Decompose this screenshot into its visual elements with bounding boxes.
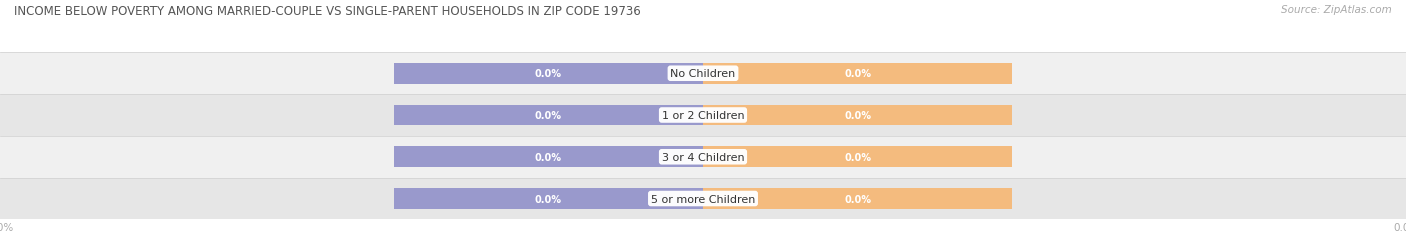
Text: 0.0%: 0.0%	[534, 194, 562, 204]
Bar	[394, 188, 703, 209]
Bar	[0, 178, 1406, 219]
Bar	[0, 136, 1406, 178]
Bar	[703, 64, 1012, 84]
Text: INCOME BELOW POVERTY AMONG MARRIED-COUPLE VS SINGLE-PARENT HOUSEHOLDS IN ZIP COD: INCOME BELOW POVERTY AMONG MARRIED-COUPL…	[14, 5, 641, 18]
Bar	[703, 188, 1012, 209]
Text: 0.0%: 0.0%	[534, 152, 562, 162]
Bar	[703, 147, 1012, 167]
Bar	[394, 105, 703, 126]
Text: 0.0%: 0.0%	[844, 194, 872, 204]
Text: 5 or more Children: 5 or more Children	[651, 194, 755, 204]
Text: 0.0%: 0.0%	[534, 110, 562, 121]
Bar	[0, 95, 1406, 136]
Text: 3 or 4 Children: 3 or 4 Children	[662, 152, 744, 162]
Bar	[703, 105, 1012, 126]
Text: 0.0%: 0.0%	[534, 69, 562, 79]
Text: 0.0%: 0.0%	[844, 110, 872, 121]
Bar	[0, 53, 1406, 95]
Text: No Children: No Children	[671, 69, 735, 79]
Text: 1 or 2 Children: 1 or 2 Children	[662, 110, 744, 121]
Text: 0.0%: 0.0%	[844, 69, 872, 79]
Text: 0.0%: 0.0%	[844, 152, 872, 162]
Bar	[394, 147, 703, 167]
Bar	[394, 64, 703, 84]
Text: Source: ZipAtlas.com: Source: ZipAtlas.com	[1281, 5, 1392, 15]
